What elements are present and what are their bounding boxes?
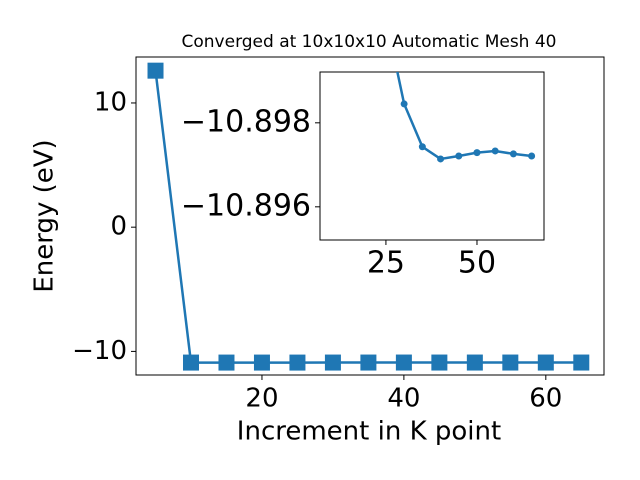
y-axis-label: Energy (eV) bbox=[30, 139, 60, 292]
y-tick-label: 10 bbox=[94, 87, 127, 117]
y-tick-label: −10.898 bbox=[181, 104, 311, 139]
chart-title: Converged at 10x10x10 Automatic Mesh 40 bbox=[182, 32, 557, 52]
marker bbox=[147, 62, 164, 79]
y-tick-label: −10.896 bbox=[181, 188, 311, 223]
marker bbox=[400, 100, 408, 108]
x-tick-label: 60 bbox=[529, 384, 562, 414]
series-group bbox=[147, 62, 590, 371]
x-tick-label: 20 bbox=[245, 384, 278, 414]
marker bbox=[360, 354, 377, 371]
series-group bbox=[396, 72, 536, 163]
marker bbox=[473, 149, 481, 157]
marker bbox=[218, 354, 235, 371]
marker bbox=[431, 354, 448, 371]
marker bbox=[418, 143, 426, 151]
marker bbox=[528, 152, 536, 160]
marker bbox=[502, 354, 519, 371]
x-tick-label: 50 bbox=[458, 246, 496, 281]
marker bbox=[466, 354, 483, 371]
marker bbox=[455, 152, 463, 160]
marker bbox=[253, 354, 270, 371]
x-axis-label: Increment in K point bbox=[237, 417, 501, 447]
y-tick-label: 0 bbox=[110, 212, 127, 242]
x-tick-label: 25 bbox=[367, 246, 405, 281]
marker bbox=[182, 354, 199, 371]
marker bbox=[573, 354, 590, 371]
marker bbox=[509, 150, 517, 158]
marker bbox=[491, 147, 499, 155]
x-tick-label: 40 bbox=[387, 384, 420, 414]
marker bbox=[324, 354, 341, 371]
marker bbox=[537, 354, 554, 371]
plot-area bbox=[319, 71, 545, 241]
marker bbox=[437, 155, 445, 163]
marker bbox=[289, 354, 306, 371]
y-tick-label: −10 bbox=[72, 336, 127, 366]
marker bbox=[395, 354, 412, 371]
